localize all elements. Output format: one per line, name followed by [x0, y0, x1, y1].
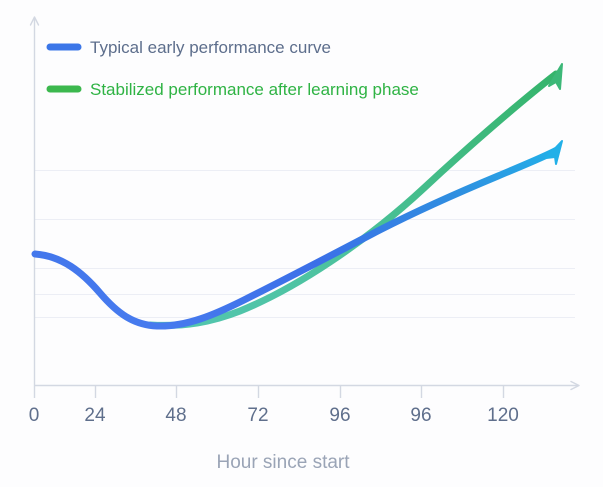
typical-early-performance-line: [31, 146, 561, 330]
series-stabilized-performance: [146, 63, 563, 329]
x-tick-label: 24: [84, 405, 106, 426]
x-axis-title: Hour since start: [216, 452, 350, 473]
stabilized-performance-line: [146, 70, 560, 329]
x-tick-label: 96: [329, 405, 350, 426]
legend-label-stabilized: Stabilized performance after learning ph…: [90, 80, 419, 99]
typical-early-performance-arrowhead: [545, 140, 563, 165]
chart-legend: Typical early performance curve Stabiliz…: [46, 38, 419, 99]
stabilized-performance-arrowhead: [548, 63, 563, 90]
x-tick-label: 48: [165, 405, 186, 426]
y-axis: [29, 16, 40, 385]
x-tick-label: 72: [247, 405, 268, 426]
x-tick-label: 96: [410, 405, 431, 426]
x-axis: [34, 380, 580, 391]
y-axis-arrowhead: [29, 16, 40, 26]
x-axis-ticks: [33, 385, 505, 398]
legend-item-typical-early[interactable]: Typical early performance curve: [46, 38, 331, 57]
x-tick-label: 0: [29, 405, 40, 426]
legend-label-typical-early: Typical early performance curve: [90, 38, 331, 57]
x-tick-label: 120: [487, 405, 519, 426]
x-axis-tick-labels: 0 24 48 72 96 96 120: [29, 405, 519, 426]
series-typical-early-performance: [31, 140, 563, 330]
legend-item-stabilized[interactable]: Stabilized performance after learning ph…: [46, 80, 419, 99]
x-axis-arrowhead: [570, 380, 580, 391]
